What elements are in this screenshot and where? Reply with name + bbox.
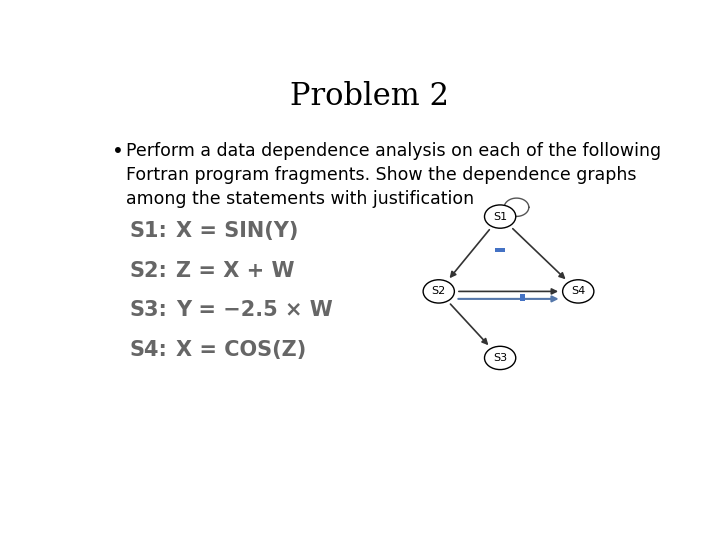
Text: X = SIN(Y): X = SIN(Y) — [176, 221, 299, 241]
Text: Problem 2: Problem 2 — [289, 82, 449, 112]
Text: S2:: S2: — [129, 261, 167, 281]
Text: S1: S1 — [493, 212, 507, 221]
Text: Y = −2.5 × W: Y = −2.5 × W — [176, 300, 333, 320]
Text: Perform a data dependence analysis on each of the following: Perform a data dependence analysis on ea… — [126, 141, 662, 160]
Text: Fortran program fragments. Show the dependence graphs: Fortran program fragments. Show the depe… — [126, 166, 636, 184]
Text: S1:: S1: — [129, 221, 167, 241]
Bar — [520, 294, 526, 301]
Circle shape — [485, 205, 516, 228]
Bar — [495, 248, 505, 252]
Text: among the statements with justification: among the statements with justification — [126, 190, 474, 208]
Text: Z = X + W: Z = X + W — [176, 261, 295, 281]
Text: S3: S3 — [493, 353, 507, 363]
Circle shape — [485, 346, 516, 369]
Text: S2: S2 — [431, 286, 446, 296]
Circle shape — [562, 280, 594, 303]
Text: S3:: S3: — [129, 300, 167, 320]
Text: S4:: S4: — [129, 340, 167, 360]
Text: •: • — [112, 141, 124, 161]
Text: X = COS(Z): X = COS(Z) — [176, 340, 307, 360]
Text: S4: S4 — [571, 286, 585, 296]
Circle shape — [423, 280, 454, 303]
